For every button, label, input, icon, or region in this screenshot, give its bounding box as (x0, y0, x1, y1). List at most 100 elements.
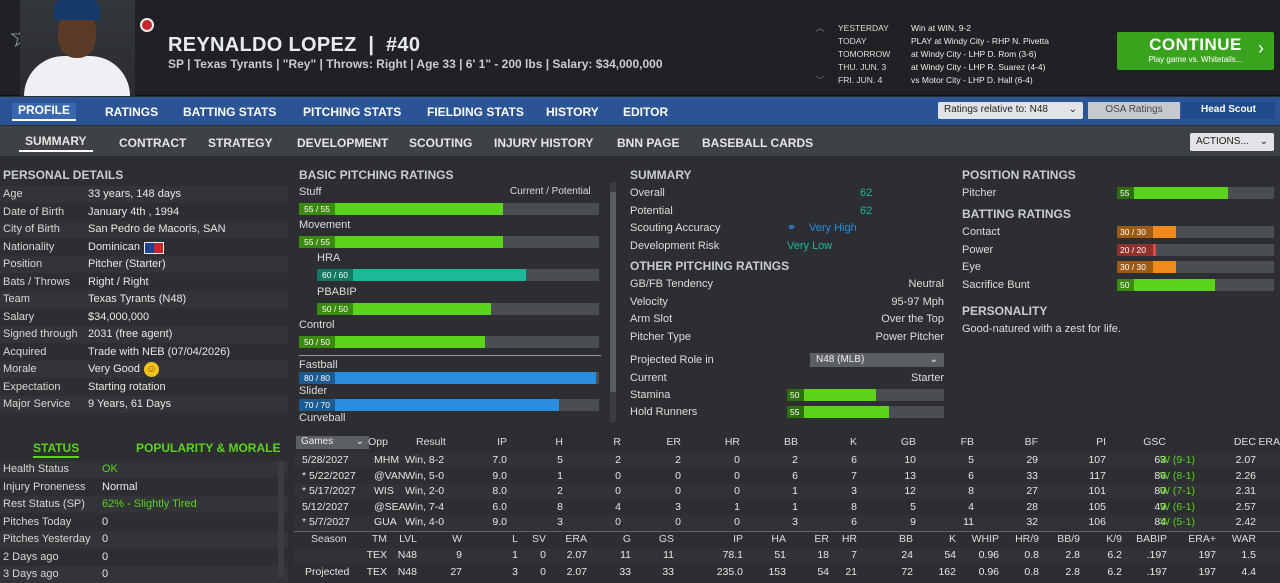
actions-select[interactable]: ACTIONS... ⌄ (1190, 133, 1274, 151)
continue-button[interactable]: CONTINUE Play game vs. Whitetails... › (1117, 32, 1274, 70)
dominican-flag-icon (144, 241, 164, 254)
schedule-down-icon[interactable]: ﹀ (816, 75, 825, 85)
table-cell: 107 (1088, 454, 1106, 466)
player-header: ☆ REYNALDO LOPEZ | #40 SP | Texas Tyrant… (0, 0, 1280, 96)
personality-text: Good-natured with a zest for life. (962, 323, 1121, 335)
bar-label: 20 / 20 (1117, 243, 1153, 256)
current-role-label: Current (630, 372, 667, 384)
table-cell: 117 (1089, 469, 1106, 482)
smiley-face-icon: ☺ (144, 362, 159, 377)
rating-name: Control (299, 319, 335, 331)
current-role-value: Starter (910, 372, 944, 384)
table-cell: 9.0 (492, 516, 507, 528)
scrollbar[interactable] (278, 461, 284, 577)
personal-key: Major Service (3, 398, 71, 410)
tab-injury-history[interactable]: INJURY HISTORY (494, 136, 594, 150)
bar-label: 50 / 50 (299, 336, 335, 348)
head-scout-button[interactable]: Head Scout (1182, 102, 1275, 119)
table-cell: 162 (938, 565, 956, 578)
season-header-cell: K/9 (1106, 533, 1122, 545)
pitcher-rating-bar: 55 (1117, 187, 1274, 199)
games-select[interactable]: Games ⌄ (296, 436, 369, 449)
personal-value: Texas Tyrants (N48) (88, 293, 187, 305)
table-cell: Win, 4-0 (405, 516, 445, 528)
personal-value: Starting rotation (88, 380, 166, 393)
bar-fill (299, 399, 559, 411)
table-cell: 3 (792, 516, 798, 528)
table-cell: Win, 2-0 (405, 485, 445, 497)
table-cell: 7 (851, 469, 857, 482)
table-cell: 2.07 (566, 565, 587, 578)
personal-row: Bats / Throws Right / Right (0, 274, 288, 291)
tab-development[interactable]: DEVELOPMENT (297, 136, 389, 150)
table-cell: 0 (615, 485, 621, 497)
status-value: 0 (102, 568, 109, 580)
rating-bar: 50 / 50 (317, 303, 599, 315)
schedule-list: ︿ YESTERDAY Win at WIN, 9-2 TODAY PLAY at W… (816, 23, 1049, 85)
ratings-relative-select[interactable]: Ratings relative to: N48 ⌄ (938, 102, 1083, 119)
tab-strategy[interactable]: STRATEGY (208, 136, 273, 150)
personal-key: Bats / Throws (3, 275, 71, 288)
table-cell: 6 (851, 454, 857, 466)
rating-bar: 55 / 55 (299, 236, 599, 248)
season-header-cell: K (948, 533, 956, 545)
tab-editor[interactable]: EDITOR (623, 105, 669, 119)
table-cell: 1 (512, 549, 518, 561)
player-portrait (20, 0, 135, 96)
tab-status[interactable]: STATUS (33, 441, 80, 458)
rating-name: Curveball (299, 412, 346, 424)
status-key: Injury Proneness (3, 480, 86, 493)
table-cell: 4 (615, 500, 621, 513)
table-cell: @SEA (374, 500, 406, 513)
status-key: Pitches Today (3, 515, 72, 528)
table-row[interactable]: 5/12/2027 @SEA Win, 7-4 6.0 8 4 3 1 1 8 5 4 28 105 49 W… (294, 500, 1280, 515)
table-cell: 28 (1026, 500, 1038, 513)
table-cell: 24 (901, 549, 913, 561)
tab-fielding-stats[interactable]: FIELDING STATS (427, 105, 524, 119)
schedule-up-icon[interactable]: ︿ (816, 23, 825, 33)
tab-bnn-page[interactable]: BNN PAGE (617, 136, 680, 150)
table-cell: W (8-1) (1160, 469, 1195, 482)
status-row: 3 Days ago 0 (0, 566, 288, 583)
tab-popularity-morale[interactable]: POPULARITY & MORALE (136, 441, 281, 455)
table-row[interactable]: * 5/17/2027 WIS Win, 2-0 8.0 2 0 0 0 1 3 12 8 27 101 8… (294, 484, 1280, 499)
table-row[interactable]: 5/28/2027 MHM Win, 8-2 7.0 5 2 2 0 2 6 10 5 29 107 63 W… (294, 453, 1280, 468)
table-cell: 0 (734, 485, 740, 497)
tab-batting-stats[interactable]: BATTING STATS (183, 105, 277, 119)
personal-row: Morale Very Good ☺ (0, 361, 288, 378)
pitcher-rating-label: Pitcher (962, 187, 997, 199)
tab-scouting[interactable]: SCOUTING (409, 136, 473, 150)
season-header-cell: W (452, 533, 462, 545)
table-cell: 63 (1154, 454, 1166, 466)
tab-summary[interactable]: SUMMARY (19, 134, 93, 152)
table-row[interactable]: * 5/7/2027 GUA Win, 4-0 9.0 3 0 0 0 3 6 9 11 32 106 84… (294, 515, 1280, 530)
rating-name: Stuff (299, 186, 322, 198)
season-header-cell: BB (898, 533, 913, 545)
scrollbar[interactable] (610, 182, 616, 422)
team-badge-icon[interactable] (140, 18, 154, 32)
tab-profile[interactable]: PROFILE (12, 103, 77, 121)
table-cell: GUA (374, 516, 397, 528)
personal-key: Expectation (3, 380, 61, 393)
tab-ratings[interactable]: RATINGS (105, 105, 159, 119)
season-header-cell: BABIP (1136, 533, 1167, 545)
table-cell: 5/12/2027 (302, 500, 349, 513)
games-header-cell: H (555, 436, 563, 448)
tab-baseball-cards[interactable]: BASEBALL CARDS (702, 136, 814, 150)
overall-value: 62 (860, 187, 873, 199)
games-header-cell: ERA (1258, 436, 1280, 448)
osa-ratings-button[interactable]: OSA Ratings (1088, 102, 1180, 119)
tab-history[interactable]: HISTORY (546, 105, 599, 119)
tab-contract[interactable]: CONTRACT (119, 136, 187, 150)
table-cell: 0.8 (1024, 565, 1039, 578)
projected-role-select[interactable]: N48 (MLB) ⌄ (810, 353, 944, 367)
tab-pitching-stats[interactable]: PITCHING STATS (303, 105, 402, 119)
personal-key: City of Birth (3, 223, 60, 235)
bar-label: 80 / 80 (299, 372, 335, 384)
player-name-line: REYNALDO LOPEZ | #40 (168, 34, 421, 56)
table-row[interactable]: * 5/22/2027 @VAN Win, 5-0 9.0 1 0 0 0 6 7 13 6 33 117… (294, 469, 1280, 484)
table-cell: 105 (1088, 500, 1106, 513)
season-header-cell: GS (658, 533, 674, 545)
table-cell: 49 (1154, 500, 1166, 513)
table-cell: 0 (734, 516, 740, 528)
